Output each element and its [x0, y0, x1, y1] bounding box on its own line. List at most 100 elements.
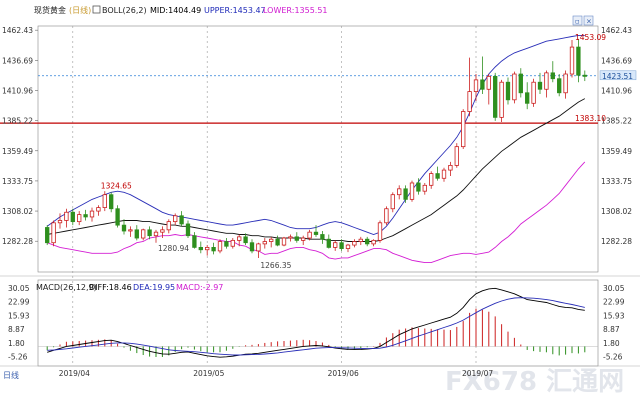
candle-body [301, 237, 306, 241]
candle-body [230, 239, 235, 247]
candle-body [249, 242, 255, 252]
y-tick-label-left: 1410.96 [2, 86, 33, 95]
price-annotation: 1453.09 [575, 33, 606, 42]
y-tick-label-right: 1462.43 [601, 26, 632, 35]
candle-body [281, 237, 287, 246]
candle-body [461, 111, 466, 148]
candle-body [550, 72, 555, 80]
y-tick-label-left: 1385.22 [2, 117, 33, 126]
candle-body [352, 241, 357, 246]
candle-body [134, 229, 139, 239]
y-tick-label-left: 1436.69 [2, 56, 33, 65]
candle-body [377, 222, 383, 241]
candle-body [333, 242, 338, 248]
candle-body [371, 239, 376, 245]
macd-diff-line [47, 287, 585, 358]
candle-body [192, 235, 197, 248]
boll-lower-line [47, 161, 586, 264]
candle-body [441, 169, 447, 179]
candle-body [217, 241, 223, 252]
candle-body [339, 242, 344, 249]
candle-body [435, 173, 440, 179]
candle-body [345, 244, 351, 249]
candle-body [256, 243, 261, 252]
close-icon[interactable] [583, 15, 594, 26]
macd-y-tick-label-left: 1.80 [8, 339, 25, 348]
candle-body [294, 236, 299, 241]
candle-body [211, 246, 216, 252]
candle-body [493, 75, 498, 118]
chart-symbol: 现货黄金 [34, 5, 66, 15]
candle-body [262, 241, 267, 245]
candle-body [563, 73, 568, 94]
macd-y-tick-label-right: 15.93 [603, 311, 625, 320]
y-tick-label-right: 1385.22 [601, 117, 632, 126]
candle-body [96, 207, 101, 212]
candle-body [531, 81, 536, 104]
candle-body [198, 246, 203, 251]
y-tick-label-right: 1410.96 [601, 86, 632, 95]
macd-dea-line [47, 297, 585, 356]
macd-y-tick-label-right: -5.26 [603, 353, 623, 362]
indicator-toggle-icon[interactable] [92, 5, 101, 14]
candle-body [467, 91, 472, 112]
chart-period: (日线) [69, 5, 91, 15]
y-tick-label-left: 1359.49 [2, 147, 33, 156]
candle-body [313, 231, 319, 235]
candle-body [173, 215, 178, 223]
candle-body [83, 214, 88, 218]
candle-body [320, 234, 325, 240]
candle-body [505, 81, 511, 101]
settings-icon[interactable] [572, 15, 583, 26]
macd-y-tick-label-right: 1.80 [603, 339, 620, 348]
candle-body [486, 75, 491, 90]
candle-body [243, 236, 248, 244]
candle-body [128, 229, 133, 232]
candle-body [179, 215, 184, 225]
period-label[interactable]: 日线 [3, 370, 19, 380]
candle-body [57, 220, 63, 224]
macd-panel-frame [37, 279, 599, 367]
candle-body [147, 229, 152, 237]
y-tick-label-left: 1462.43 [2, 26, 33, 35]
candle-body [326, 238, 331, 248]
candle-body [185, 223, 191, 237]
candle-body [77, 214, 82, 223]
candle-body [537, 81, 543, 90]
candle-body [384, 208, 389, 224]
candle-body [358, 238, 363, 242]
candle-body [544, 72, 549, 90]
boll-mid-line [47, 98, 586, 242]
candle-body [166, 221, 171, 231]
watermark: FX678 汇通网 [445, 367, 624, 397]
x-tick-label: 2019/05 [193, 369, 224, 378]
candle-body [409, 182, 415, 200]
y-tick-label-left: 1333.75 [2, 177, 33, 186]
candle-body [518, 73, 523, 94]
candle-body [576, 46, 581, 76]
price-annotation: 1383.10 [575, 114, 606, 123]
candle-body [512, 73, 517, 101]
candle-body [269, 238, 274, 242]
candle-body [582, 74, 587, 77]
candle-body [64, 211, 69, 221]
y-tick-label-left: 1282.28 [2, 237, 33, 246]
macd-diff-value: DIFF:18.46 [89, 283, 132, 292]
candle-body [390, 194, 395, 210]
macd-dea-value: DEA:19.95 [133, 283, 175, 292]
candle-body [429, 173, 434, 186]
candle-body [160, 229, 165, 233]
y-tick-label-right: 1282.28 [601, 237, 632, 246]
y-tick-label-right: 1308.02 [601, 207, 632, 216]
candle-body [499, 81, 504, 118]
candle-body [416, 182, 421, 192]
candle-body [569, 46, 575, 75]
price-annotation: 1423.51 [602, 72, 633, 81]
candle-body [141, 229, 146, 239]
candle-body [403, 188, 408, 200]
main-panel-frame [37, 25, 599, 273]
candle-body [205, 246, 210, 251]
price-annotation: 1280.94 [158, 244, 189, 253]
x-tick-label: 2019/07 [462, 369, 493, 378]
